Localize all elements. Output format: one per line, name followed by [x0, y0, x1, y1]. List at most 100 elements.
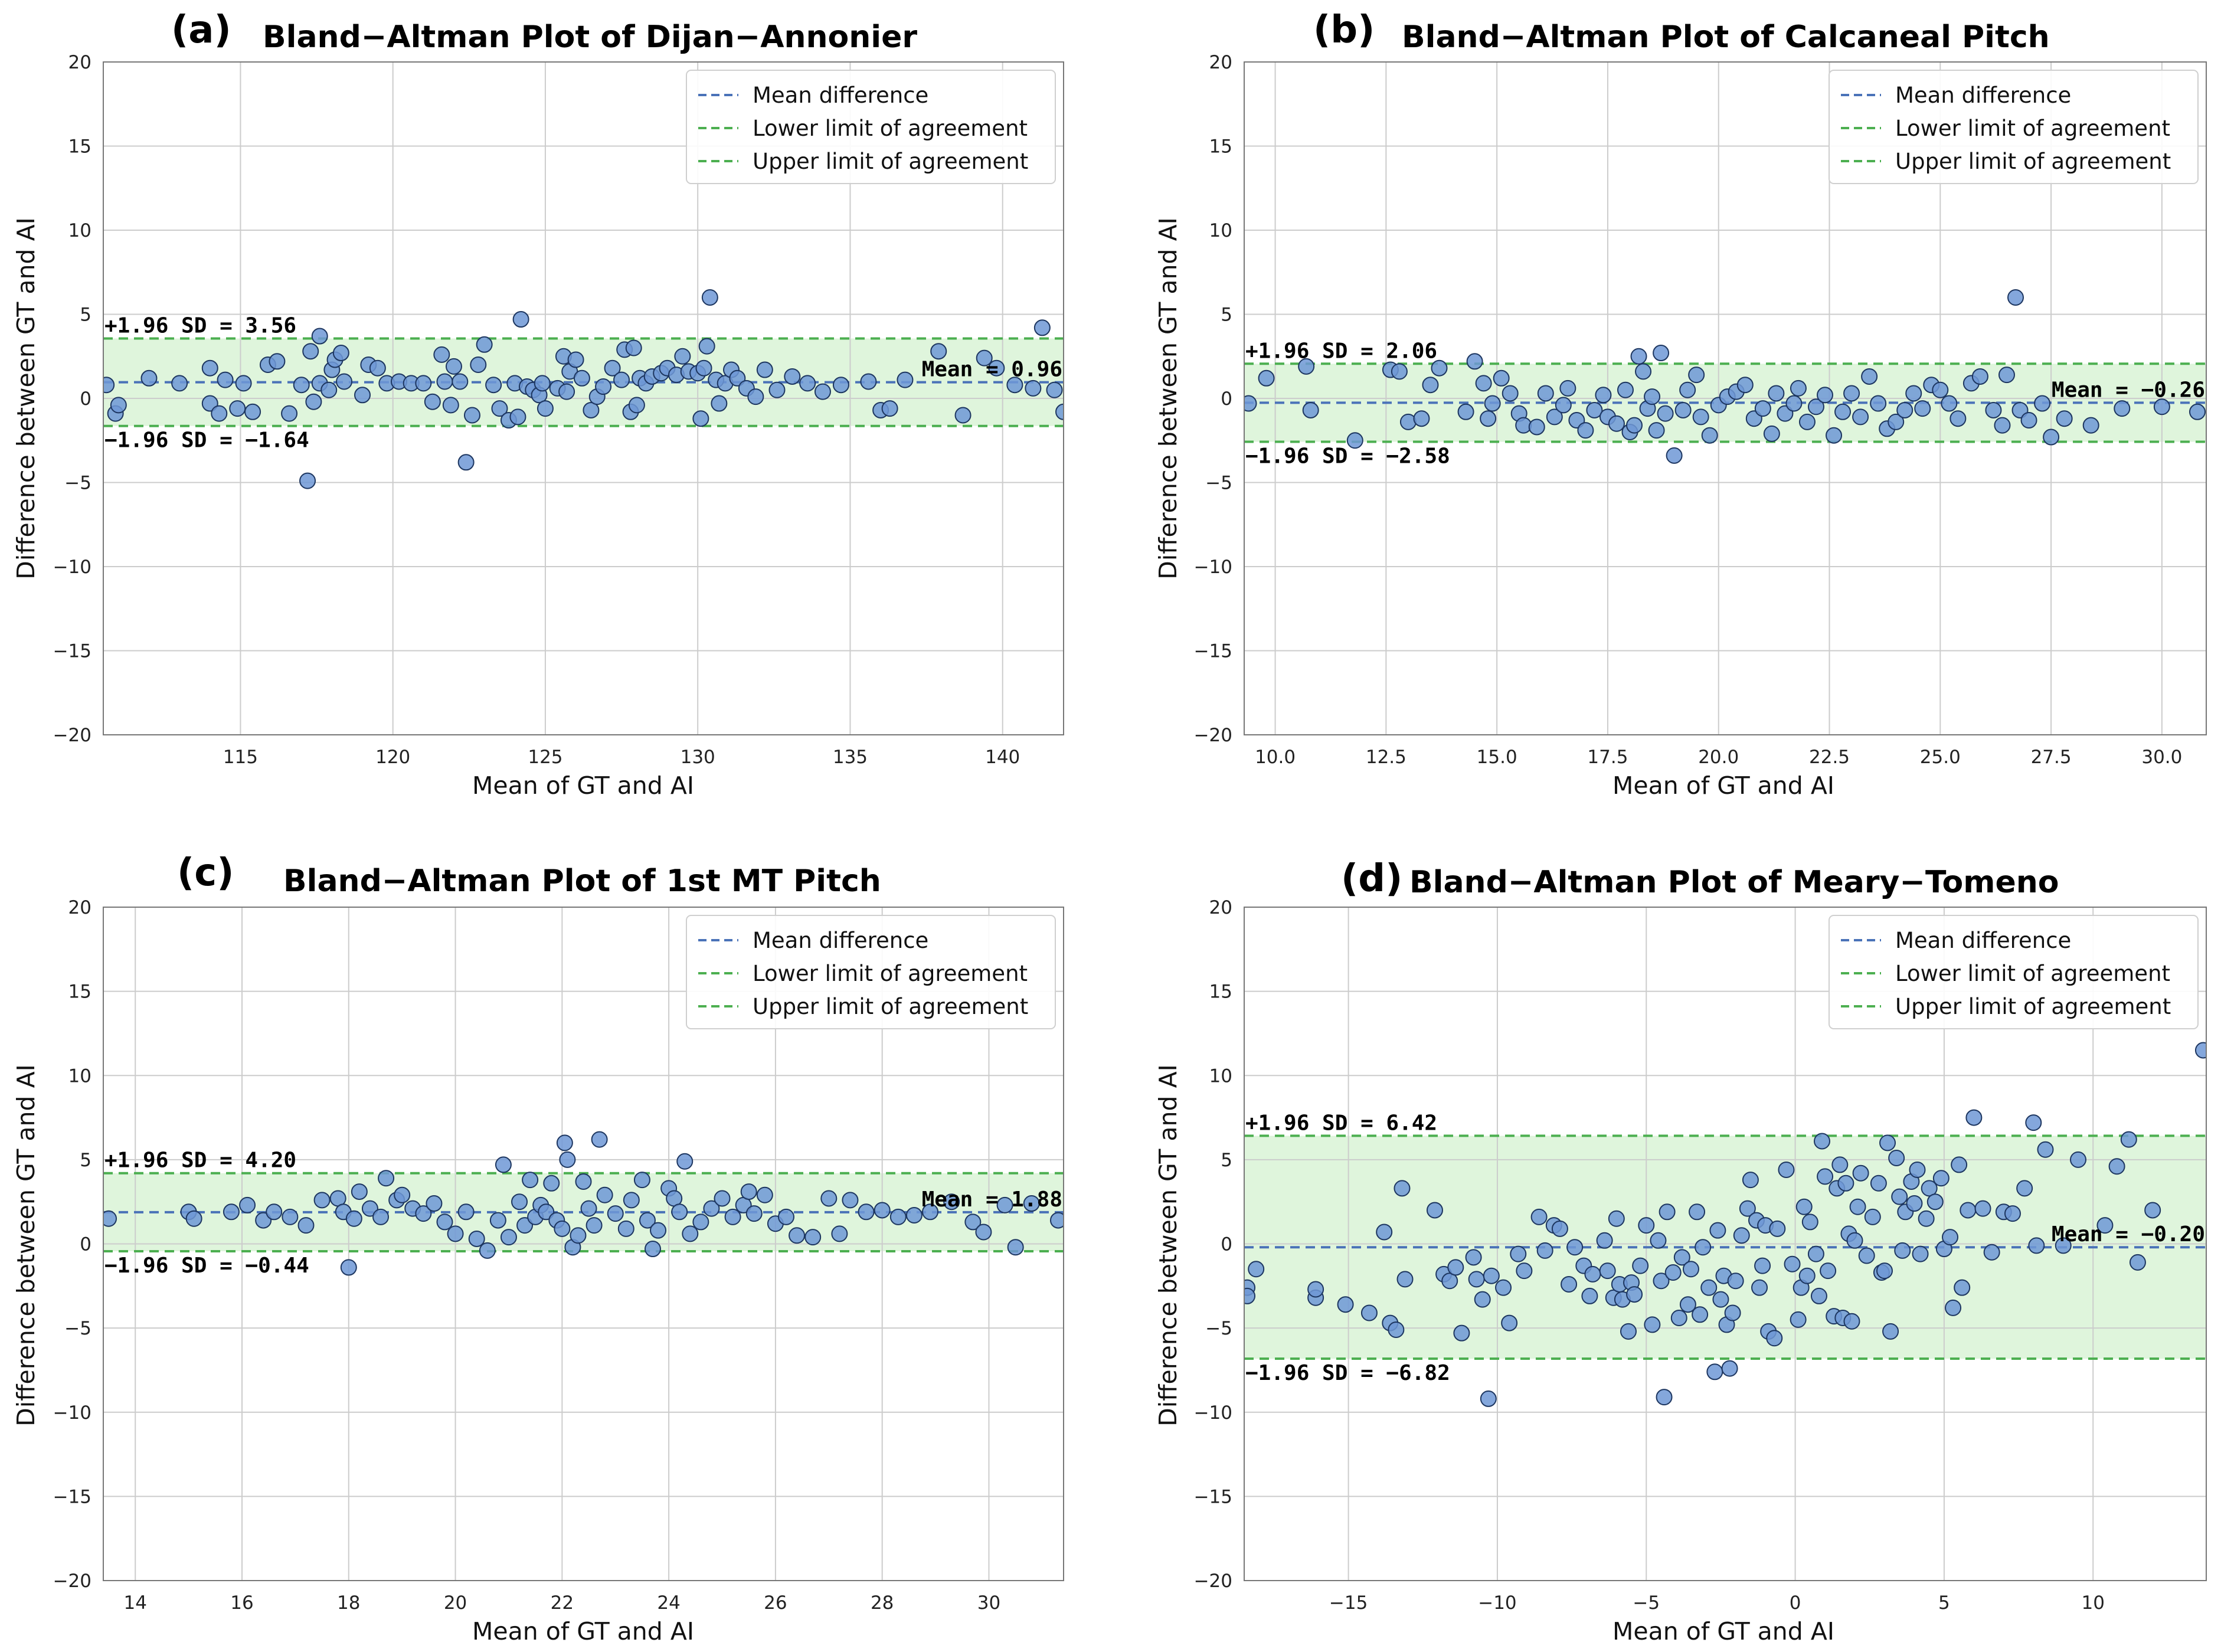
panel-c-data-point [858, 1203, 875, 1221]
panel-a-ytick-label: 5 [80, 305, 91, 326]
panel-d-data-point [1510, 1245, 1527, 1262]
panel-d-data-point [1653, 1272, 1670, 1290]
panel-d-ytick-label: −20 [1194, 1571, 1232, 1592]
panel-a-ytick-label: −10 [53, 557, 91, 578]
panel-c-data-point [415, 1205, 432, 1222]
panel-b-ytick-label: 15 [1209, 136, 1232, 158]
panel-d-data-point [1599, 1262, 1616, 1280]
panel-b-legend: Mean difference Lower limit of agreement U… [1829, 70, 2199, 184]
panel-b-data-point [1457, 403, 1474, 420]
panel-c-data-point [554, 1220, 571, 1237]
panel-d-data-point [1846, 1232, 1863, 1249]
panel-b-xtick-label: 15.0 [1477, 747, 1517, 768]
panel-d-legend-entry: Lower limit of agreement [1895, 961, 2170, 986]
panel-b-data-point [1502, 385, 1519, 402]
panel-c-data-point [1023, 1195, 1040, 1212]
panel-d-data-point [1858, 1247, 1875, 1264]
panel-b-ytick-label: −20 [1194, 725, 1232, 746]
panel-a-data-point [1055, 403, 1064, 420]
panel-a-data-point [217, 371, 234, 388]
panel-b-data-point [1798, 413, 1816, 430]
panel-b-points [1244, 289, 2206, 464]
panel-d-data-point [1965, 1109, 1983, 1126]
panel-d-legend-box [1829, 915, 2199, 1029]
panel-b-data-point [2007, 289, 2024, 306]
panel-b-ytick-label: 0 [1221, 388, 1232, 410]
panel-b-data-point [2043, 428, 2060, 446]
panel-c-data-point [596, 1186, 613, 1203]
panel-c-legend-box [686, 915, 1056, 1029]
panel-a-data-point [1006, 377, 1023, 394]
panel-b-data-point [1644, 388, 1661, 405]
panel-c-mean-label: Mean = 1.88 [922, 1188, 1062, 1212]
panel-b-data-point [1785, 395, 1803, 412]
panel-a-data-point [799, 375, 816, 392]
panel-a-data-point [613, 371, 630, 388]
panel-d-legend-entry: Upper limit of agreement [1895, 994, 2171, 1019]
panel-d-ytick-label: 5 [1221, 1150, 1232, 1171]
panel-a-legend-entry: Mean difference [753, 83, 928, 108]
panel-a-data-point [695, 359, 712, 377]
panel-c-data-point [591, 1131, 608, 1148]
panel-a-data-point [509, 408, 526, 426]
panel-b-data-point [1843, 385, 1860, 402]
panel-b-data-point [1302, 401, 1319, 418]
panel-a-data-point [485, 377, 502, 394]
panel-c-legend-entry: Mean difference [753, 928, 928, 953]
panel-c-data-point [996, 1196, 1013, 1213]
panel-d-xtick-label: 10 [2082, 1592, 2105, 1614]
panel-a-data-point [293, 377, 310, 394]
panel-a-data-point [436, 373, 453, 390]
panel-b-lower-limit-label: −1.96 SD = −2.58 [1245, 444, 1450, 469]
panel-d-data-point [2120, 1131, 2137, 1148]
panel-d-data-point [1644, 1316, 1661, 1333]
panel-d-data-point [1751, 1279, 1768, 1296]
panel-a-data-point [625, 339, 642, 356]
panel-a-data-point [269, 353, 286, 370]
panel-d-data-point [1396, 1271, 1414, 1288]
panel-c-data-point [457, 1203, 475, 1221]
panel-a-legend-entry: Upper limit of agreement [753, 149, 1028, 174]
panel-b-ytick-label: 5 [1221, 305, 1232, 326]
panel-d-xlabel: Mean of GT and AI [1612, 1617, 1834, 1646]
panel-a-data-point [140, 369, 158, 387]
panel-b-data-point [1626, 417, 1643, 434]
panel-c-data-point [575, 1173, 592, 1190]
panel-d-data-point [1926, 1193, 1944, 1211]
panel-c-data-point [447, 1225, 464, 1242]
panel-d-data-point [1876, 1262, 1893, 1280]
panel-c-upper-limit-label: +1.96 SD = 4.20 [104, 1149, 296, 1173]
panel-c-data-point [394, 1186, 411, 1203]
panel-b-data-point [1888, 413, 1905, 430]
panel-b-data-point [1346, 432, 1363, 449]
panel-c-data-point [489, 1212, 506, 1229]
panel-b-data-point [1475, 375, 1492, 392]
panel-d-data-point [1739, 1200, 1756, 1217]
panel-a-data-point [567, 351, 584, 368]
panel-d-data-point [1727, 1272, 1744, 1290]
panel-b-data-point [1896, 401, 1913, 418]
panel-a-data-point [463, 407, 480, 424]
panel-c-data-point [633, 1172, 650, 1189]
panel-b-data-point [1258, 369, 1275, 387]
panel-c-data-point [103, 1210, 117, 1227]
panel-d-data-point [1307, 1281, 1324, 1298]
panel-c-data-point [905, 1207, 923, 1224]
panel-d-data-point [1820, 1262, 1837, 1280]
panel-c-data-point [682, 1225, 699, 1242]
panel-b-data-point [1754, 400, 1771, 417]
panel-b-data-point [1546, 408, 1563, 426]
panel-c-data-point [479, 1242, 496, 1259]
panel-b-xtick-label: 27.5 [2031, 747, 2072, 768]
panel-a-data-point [445, 358, 462, 375]
panel-c-data-point [671, 1203, 688, 1221]
panel-b-title: Bland−Altman Plot of Calcaneal Pitch [1402, 19, 2050, 55]
panel-d-data-point [1337, 1296, 1354, 1313]
panel-c-xtick-label: 22 [551, 1592, 574, 1614]
panel-d-ytick-label: −10 [1194, 1402, 1232, 1424]
panel-c-data-point [1007, 1239, 1024, 1256]
panel-a-upper-limit-label: +1.96 SD = 3.56 [104, 314, 296, 338]
panel-c-ytick-label: 20 [68, 897, 91, 918]
panel-a-data-point [897, 371, 914, 388]
panel-d-ytick-label: 20 [1209, 897, 1232, 918]
